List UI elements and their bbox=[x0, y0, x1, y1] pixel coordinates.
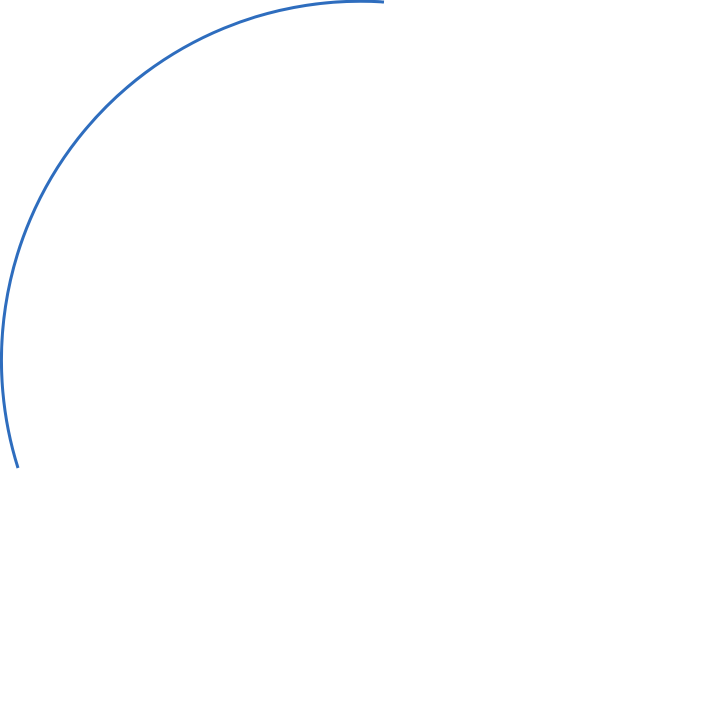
blue-arc bbox=[0, 0, 385, 469]
